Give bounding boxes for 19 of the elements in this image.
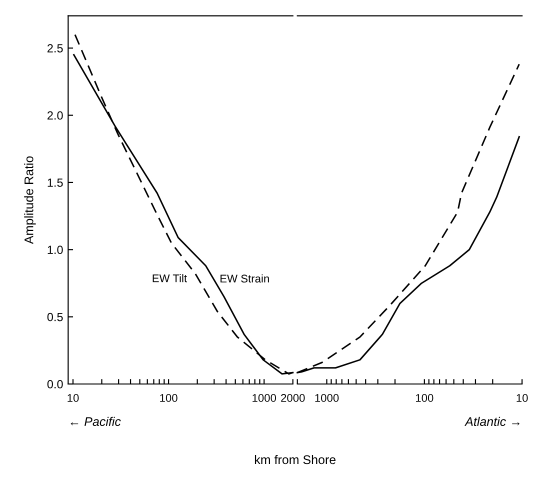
y-axis-title: Amplitude Ratio [24, 156, 36, 244]
x-tick-label: 10 [68, 394, 79, 402]
y-tick-label: 0.0 [47, 380, 63, 388]
x-tick-label: 10 [516, 394, 528, 402]
series-label: EW Tilt [152, 274, 187, 282]
x-tick-label: 1000 [315, 394, 339, 402]
x-tick-label: 100 [160, 394, 178, 402]
x-tick-label: 100 [416, 394, 434, 402]
y-tick-label: 2.5 [47, 44, 63, 52]
x-axis-title: km from Shore [254, 454, 336, 464]
text: ← Pacific [70, 416, 121, 426]
y-tick-label: 2.0 [47, 111, 63, 120]
y-tick-label: 0.5 [47, 312, 63, 322]
series-label: EW Strain [220, 274, 269, 283]
x-tick-label: 1000 [252, 394, 276, 402]
y-tick-label: 1.5 [48, 178, 63, 187]
text: Atlantic → [464, 416, 520, 426]
x-tick-label: 2000 [281, 394, 305, 402]
y-tick-label: 1.0 [48, 246, 63, 254]
